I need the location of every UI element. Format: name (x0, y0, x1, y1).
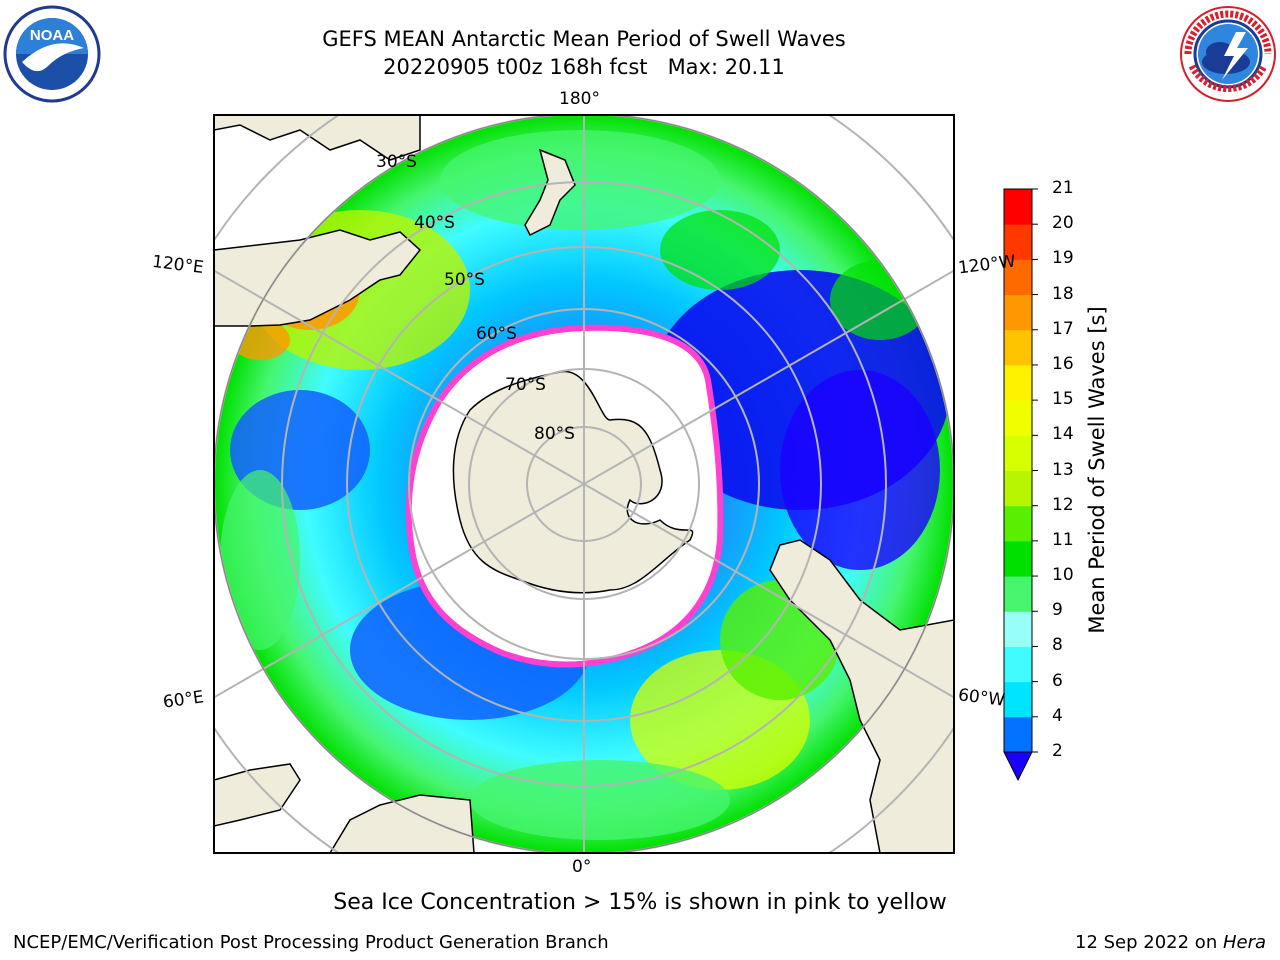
colorbar-tick-label: 19 (1052, 248, 1074, 269)
footer-date-text: 12 Sep 2022 on (1075, 932, 1223, 953)
colorbar-segment (1004, 576, 1032, 612)
colorbar-tick-label: 4 (1052, 705, 1063, 726)
footer-machine: Hera (1222, 932, 1266, 953)
colorbar-tick-label: 13 (1052, 459, 1074, 480)
lat-label-80s: 80°S (534, 424, 575, 444)
colorbar-segment (1004, 294, 1032, 331)
new-zealand-land (524, 148, 576, 237)
colorbar-tick-label: 21 (1052, 178, 1074, 198)
colorbar-extend-arrow (1003, 751, 1033, 782)
madagascar-land (214, 763, 301, 827)
colorbar-segment (1004, 259, 1032, 296)
colorbar-segment (1004, 681, 1032, 718)
colorbar-segment (1004, 364, 1032, 401)
colorbar-tick-label: 2 (1052, 741, 1063, 761)
asia-land (214, 115, 421, 161)
footer-credit: NCEP/EMC/Verification Post Processing Pr… (13, 932, 609, 953)
colorbar-segment (1004, 540, 1032, 577)
colorbar-segment (1004, 400, 1032, 436)
nws-logo (1180, 6, 1276, 102)
colorbar-tick-label: 12 (1052, 494, 1074, 515)
colorbar-segment (1004, 505, 1032, 542)
map-frame (213, 114, 955, 854)
colorbar-tick-label: 17 (1052, 318, 1074, 339)
colorbar-segment (1004, 611, 1032, 647)
colorbar-tick-label: 14 (1052, 424, 1074, 445)
colorbar-tick-label: 18 (1052, 283, 1074, 304)
lat-label-50s: 50°S (444, 270, 485, 290)
lat-label-60s: 60°S (476, 324, 517, 344)
colorbar (1003, 188, 1038, 782)
swell-patches (220, 130, 950, 840)
lat-label-40s: 40°S (414, 213, 455, 233)
colorbar-segment (1004, 470, 1032, 507)
colorbar-tick-label: 9 (1052, 600, 1063, 621)
sea-ice-note: Sea Ice Concentration > 15% is shown in … (333, 890, 947, 915)
chart-subtitle: 20220905 t00z 168h fcst Max: 20.11 (383, 55, 785, 79)
colorbar-tick-label: 16 (1052, 353, 1074, 374)
lat-label-30s: 30°S (376, 152, 417, 172)
noaa-logo-text: NOAA (30, 27, 74, 44)
colorbar-segment (1004, 224, 1032, 260)
colorbar-tick-label: 11 (1052, 529, 1074, 550)
map-frame-content (214, 115, 954, 853)
colorbar-tick-label: 20 (1052, 213, 1074, 234)
colorbar-tick-label: 6 (1052, 670, 1063, 691)
colorbar-label: Mean Period of Swell Waves [s] (1085, 306, 1109, 634)
colorbar-tick-label: 10 (1052, 565, 1074, 586)
lon-label-180: 180° (559, 89, 600, 109)
graticule (214, 115, 954, 853)
africa-land (329, 794, 475, 853)
colorbar-tick-label: 15 (1052, 389, 1074, 410)
colorbar-segment (1004, 646, 1032, 683)
lon-label-0: 0° (572, 857, 592, 877)
australia-land (214, 229, 422, 327)
noaa-logo: NOAA (3, 5, 101, 103)
antarctica-land (452, 371, 694, 594)
colorbar-tick-label: 8 (1052, 635, 1063, 656)
colorbar-segment (1004, 189, 1032, 225)
lat-label-70s: 70°S (505, 375, 546, 395)
chart-title: GEFS MEAN Antarctic Mean Period of Swell… (322, 27, 846, 51)
colorbar-segment (1004, 329, 1032, 366)
colorbar-segment (1004, 716, 1032, 753)
footer-date: 12 Sep 2022 on Hera (1075, 932, 1266, 953)
colorbar-segment (1004, 435, 1032, 471)
